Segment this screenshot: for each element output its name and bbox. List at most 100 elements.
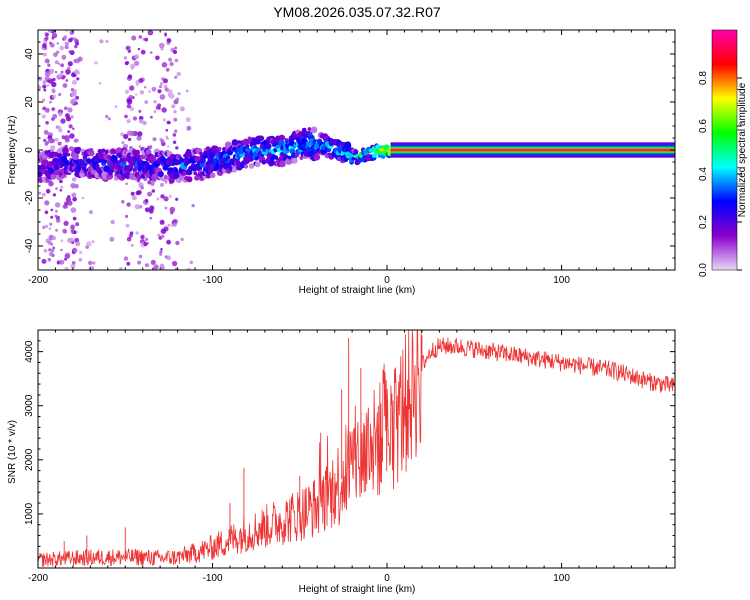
track-point [270,159,274,164]
track-point [214,145,219,150]
noise-point [126,236,132,242]
noise-point [160,182,164,187]
y-tick-label: 1000 [24,502,35,525]
noise-point [75,222,80,227]
noise-point [41,114,46,119]
noise-point [165,67,170,72]
noise-point [179,106,185,112]
track-point [107,155,112,160]
noise-point [144,198,149,203]
noise-point [119,267,123,270]
noise-point [110,219,115,225]
noise-point [160,228,167,234]
noise-point [50,42,55,48]
track-point [108,171,113,176]
noise-point [124,114,128,119]
track-point [163,174,168,180]
noise-point [66,71,70,75]
noise-point [168,194,172,198]
noise-point [160,94,165,98]
noise-point [170,211,174,215]
noise-point [54,202,61,208]
noise-point [125,223,130,228]
noise-point [136,135,142,141]
colorbar-tick-label: 0.4 [698,167,709,181]
noise-point [160,234,165,239]
track-point [224,141,232,149]
noise-point [50,208,54,212]
y-tick-label: -20 [24,190,35,205]
spectrogram-x-axis-label: Height of straight line (km) [299,285,416,296]
track-point [53,170,60,176]
noise-point [42,225,46,229]
noise-point [60,63,64,68]
noise-point [98,81,102,85]
noise-point [74,44,78,49]
noise-point [131,244,134,247]
noise-point [125,214,129,218]
noise-point [151,189,156,193]
track-point [87,166,93,171]
noise-point [72,127,75,130]
colorbar: 0.0 0.2 0.4 0.6 0.8 Normalized spectral ampl… [698,29,748,277]
noise-point [156,197,160,201]
noise-point [160,82,164,86]
noise-point [155,55,160,61]
noise-point [73,231,77,234]
noise-point [59,259,65,265]
noise-point [175,146,179,150]
noise-point [51,107,55,111]
noise-point [114,105,118,108]
track-point [301,127,307,133]
track-point [231,167,238,173]
noise-point [44,58,50,64]
track-point [310,126,318,134]
track-point [258,135,265,142]
noise-point [60,185,64,189]
noise-point [174,46,178,50]
noise-point [128,233,133,238]
noise-point [45,141,49,145]
noise-point [58,128,63,133]
track-point [168,177,175,184]
track-point [206,163,211,168]
noise-point [62,228,67,234]
noise-point [159,85,162,89]
track-point [133,155,140,162]
noise-point [164,33,167,37]
noise-point [167,145,170,148]
noise-point [129,106,135,112]
x-tick-label: -100 [203,275,223,286]
track-point [226,155,231,160]
noise-point [148,145,153,150]
noise-point [138,119,144,124]
snr-line [38,330,675,567]
track-point [209,172,216,179]
noise-point [55,187,58,190]
noise-point [45,121,49,125]
noise-point [149,205,155,211]
noise-point [164,206,168,210]
noise-point [137,260,142,265]
track-point [66,152,71,157]
noise-point [64,45,69,50]
noise-point [189,260,194,265]
noise-point [124,61,129,66]
noise-point [172,133,177,137]
noise-point [138,78,144,83]
noise-point [135,231,139,235]
noise-point [56,42,59,45]
noise-point [121,200,125,204]
snr-x-axis-label: Height of straight line (km) [299,584,416,595]
noise-point [65,116,72,122]
track-point [56,152,63,159]
track-point [86,158,92,164]
noise-point [45,36,49,41]
snr-y-axis-label: SNR (10 * v/v) [7,420,18,484]
noise-point [52,77,56,82]
noise-point [64,266,69,270]
track-point [90,169,97,175]
noise-point [69,50,75,56]
noise-point [50,215,54,219]
